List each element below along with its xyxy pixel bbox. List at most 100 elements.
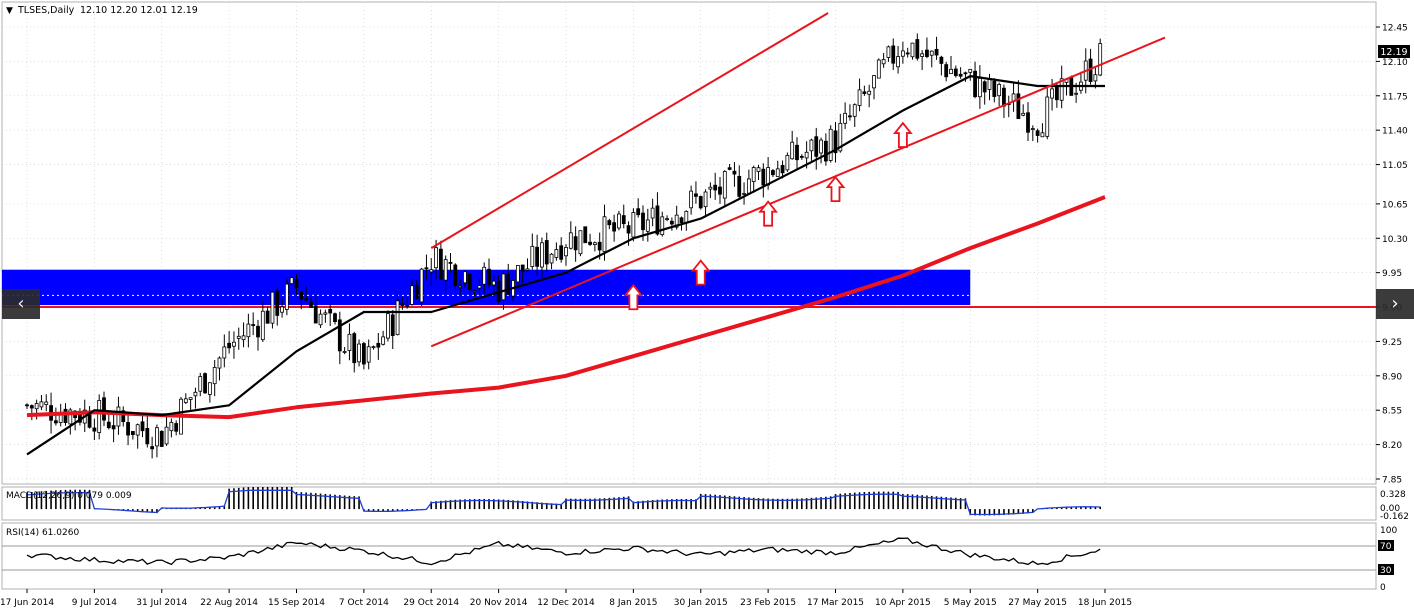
candle-body (621, 215, 626, 225)
candle-body (987, 78, 992, 90)
candle-body (746, 178, 751, 194)
candle-body (578, 230, 583, 255)
current-price-box (1378, 45, 1410, 58)
candle-body (106, 421, 111, 429)
candle-body (848, 115, 852, 118)
candle-body (155, 427, 159, 447)
candle-body (641, 212, 645, 231)
candle-body (193, 391, 198, 397)
candle-body (352, 333, 357, 364)
bounce-arrow-up (825, 175, 846, 203)
candle-body (949, 68, 953, 75)
time-tick-label: 5 May 2015 (944, 598, 997, 608)
rsi-line (26, 537, 1101, 566)
candle-body (838, 122, 843, 152)
price-panel-frame (1, 1, 1377, 485)
candle-body (674, 214, 679, 228)
candle-body (381, 336, 386, 345)
macd-title: MACD(12,26,9) 0.079 0.009 (6, 491, 132, 501)
candle-body (183, 398, 188, 403)
candle-body (410, 285, 414, 305)
bounce-arrow-up (623, 283, 644, 311)
candle-body (886, 46, 891, 58)
candle-body (333, 313, 337, 323)
candle-body (150, 446, 155, 450)
rsi-tick-100: 100 (1380, 526, 1397, 536)
candle-body (313, 305, 318, 324)
candle-body (857, 89, 862, 106)
candle-body (1026, 112, 1030, 133)
candle-body (814, 136, 819, 157)
macd-panel-frame (1, 486, 1377, 521)
candle-body (698, 196, 703, 209)
candle-body (400, 303, 405, 306)
candle-body (169, 421, 174, 432)
candle-body (140, 421, 145, 432)
candle-body (251, 324, 256, 326)
time-tick-label: 17 Mar 2015 (807, 598, 864, 608)
candle-body (694, 193, 698, 197)
candle-body (424, 267, 429, 270)
candle-body (491, 280, 496, 286)
time-tick-label: 18 Jun 2015 (1078, 598, 1132, 608)
candle-body (188, 397, 193, 400)
rsi-panel-frame (1, 522, 1377, 590)
candle-body (241, 335, 246, 341)
candle-body (434, 247, 438, 269)
ohlc-label: 12.10 12.20 12.01 12.19 (80, 5, 198, 16)
candle-body (626, 225, 631, 234)
candle-body (876, 59, 881, 79)
candle-body (819, 139, 823, 154)
macd-tick-bottom: -0.162 (1380, 512, 1409, 522)
candle-body (828, 128, 833, 161)
candle-body (564, 247, 568, 257)
candle-body (361, 343, 366, 365)
candle-body (771, 170, 775, 176)
candle-body (790, 141, 795, 160)
candle-body (588, 241, 592, 245)
candle-body (337, 319, 342, 352)
time-tick-label: 9 Jul 2014 (72, 598, 117, 608)
current-price-label: 12.19 (1380, 47, 1407, 58)
candle-body (280, 306, 284, 313)
candle-body (111, 425, 116, 430)
candle-body (53, 420, 58, 424)
candle-body (126, 422, 130, 436)
candle-body (910, 42, 915, 58)
candle-body (761, 168, 766, 186)
time-tick-label: 7 Oct 2014 (339, 598, 389, 608)
candle-body (419, 268, 424, 303)
support-zone-band (2, 269, 971, 306)
candle-body (236, 335, 241, 339)
candle-body (265, 310, 270, 324)
candle-body (275, 290, 280, 316)
menu-triangle-icon[interactable]: ▼ (6, 6, 13, 16)
price-panel: 12.45 12.10 11.75 11.40 11.05 10.65 10.30 9.95 9… (1, 1, 1410, 486)
candle-body (443, 259, 448, 281)
candle-body (742, 193, 746, 195)
candle-body (212, 367, 217, 385)
rsi-title: RSI(14) 61.0260 (6, 528, 79, 538)
candle-body (29, 405, 34, 409)
next-arrow-button[interactable]: › (1376, 289, 1414, 319)
time-tick-label: 17 Jun 2014 (0, 598, 54, 608)
candle-body (977, 77, 982, 98)
candle-body (174, 423, 179, 432)
candle-body (463, 271, 467, 284)
price-tick-label: 8.20 (1382, 441, 1402, 451)
candle-body (636, 208, 641, 216)
candle-body (852, 104, 857, 117)
bounce-arrows (623, 121, 913, 311)
candle-body (487, 268, 491, 285)
candle-body (968, 68, 973, 73)
previous-arrow-button[interactable]: ‹ (2, 289, 40, 319)
candle-body (684, 210, 689, 223)
rsi-tick-70-box (1378, 540, 1394, 551)
candle-body (775, 168, 780, 177)
candle-body (1054, 85, 1059, 101)
candle-body (660, 216, 665, 235)
moving-average-slow (26, 195, 1106, 420)
candle-body (573, 236, 578, 251)
candle-body (881, 59, 886, 65)
